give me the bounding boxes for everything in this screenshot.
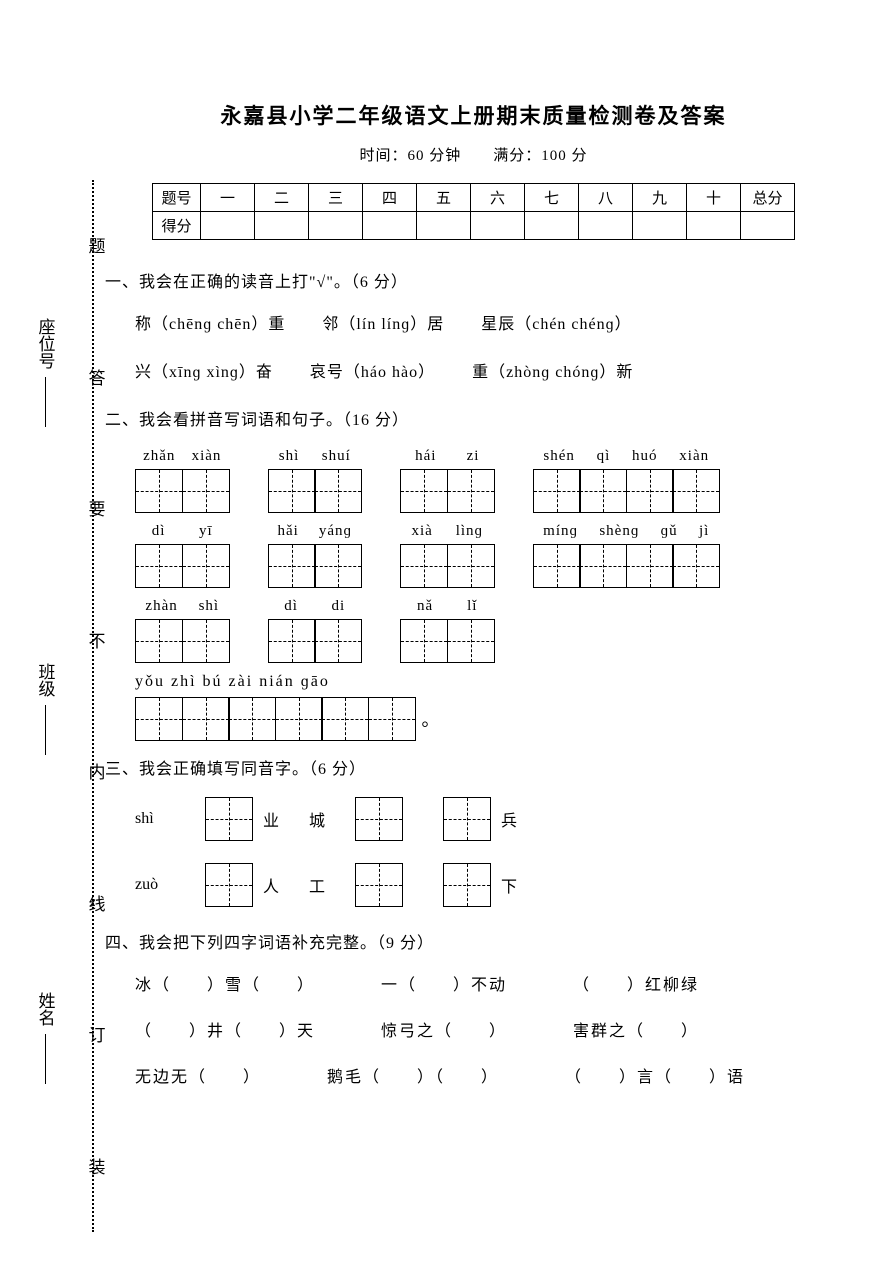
word-group: zhànshì [135, 598, 230, 663]
word-group: shénqìhuóxiàn [533, 448, 721, 513]
seat-label: 座位号 [33, 318, 58, 369]
word-group: dìyī [135, 523, 230, 588]
sentence-pinyin: yǒu zhì bú zài nián ɡāo [135, 673, 842, 691]
writing-cell [268, 619, 316, 663]
exam-subtitle: 时间：60 分钟 满分：100 分 [105, 144, 842, 165]
word-group: hǎiyánɡ [268, 523, 363, 588]
student-info-sidebar: 座位号 班级 姓名 [20, 200, 70, 1202]
name-label: 姓名 [33, 992, 58, 1026]
writing-cell [579, 544, 627, 588]
word-group: mínɡshènɡɡǔjì [533, 523, 721, 588]
word-group: zhǎnxiàn [135, 448, 230, 513]
section4-line: （ ）井（ ）天 惊弓之（ ） 害群之（ ） [135, 1017, 842, 1041]
word-group: háizi [400, 448, 495, 513]
writing-cell [355, 797, 403, 841]
section4-line: 冰（ ）雪（ ） 一（ ）不动 （ ）红柳绿 [135, 971, 842, 995]
section2-heading: 二、我会看拼音写词语和句子。（16 分） [105, 406, 842, 430]
binding-labels: 题 答 要 不 内 线 订 装 [80, 180, 110, 1232]
section4-heading: 四、我会把下列四字词语补充完整。（9 分） [105, 929, 842, 953]
word-group: shìshuí [268, 448, 363, 513]
section2-content: zhǎnxiàn shìshuí háizi shénqìhuóxiàn dìyīhǎi… [135, 448, 842, 741]
section3-heading: 三、我会正确填写同音字。（6 分） [105, 755, 842, 779]
writing-cell [182, 697, 230, 741]
word-group: xiàlìnɡ [400, 523, 495, 588]
writing-cell [321, 697, 369, 741]
writing-cell [443, 863, 491, 907]
writing-cell [275, 697, 323, 741]
page-title: 永嘉县小学二年级语文上册期末质量检测卷及答案 [105, 100, 842, 130]
class-label: 班级 [33, 663, 58, 697]
writing-row: zhànshì dìdi nǎlǐ [135, 598, 842, 663]
writing-cell [314, 619, 362, 663]
score-table: 题号 一 二 三 四 五 六 七 八 九 十 总分 得分 [152, 183, 795, 240]
writing-cell [447, 469, 495, 513]
writing-cell [135, 544, 183, 588]
writing-cell [626, 544, 674, 588]
writing-cell [368, 697, 416, 741]
section1-heading: 一、我会在正确的读音上打"√"。（6 分） [105, 268, 842, 292]
writing-cell [447, 544, 495, 588]
writing-cell [314, 469, 362, 513]
writing-cell [135, 469, 183, 513]
homophone-line: shì业城兵 [135, 797, 842, 841]
writing-cell [400, 619, 448, 663]
writing-cell [268, 469, 316, 513]
writing-cell [205, 797, 253, 841]
word-group: nǎlǐ [400, 598, 495, 663]
sentence-row: 。 [135, 697, 842, 741]
writing-cell [355, 863, 403, 907]
writing-cell [228, 697, 276, 741]
word-group: dìdi [268, 598, 363, 663]
writing-cell [443, 797, 491, 841]
table-row: 得分 [153, 212, 795, 240]
writing-row: zhǎnxiàn shìshuí háizi shénqìhuóxiàn [135, 448, 842, 513]
writing-cell [672, 469, 720, 513]
writing-cell [182, 469, 230, 513]
writing-cell [533, 469, 581, 513]
table-row: 题号 一 二 三 四 五 六 七 八 九 十 总分 [153, 184, 795, 212]
writing-cell [135, 619, 183, 663]
section1-line: 兴（xīnɡ xìnɡ）奋 哀号（háo hào） 重（zhònɡ chónɡ）… [135, 358, 842, 382]
writing-cell [447, 619, 495, 663]
writing-cell [626, 469, 674, 513]
writing-cell [182, 619, 230, 663]
writing-cell [205, 863, 253, 907]
section4-line: 无边无（ ） 鹅毛（ ）（ ） （ ）言（ ）语 [135, 1063, 842, 1087]
writing-cell [400, 544, 448, 588]
writing-cell [268, 544, 316, 588]
homophone-line: zuò人工下 [135, 863, 842, 907]
writing-cell [400, 469, 448, 513]
writing-cell [314, 544, 362, 588]
section1-line: 称（chēnɡ chēn）重 邻（lín línɡ）居 星辰（chén chén… [135, 310, 842, 334]
writing-cell [579, 469, 627, 513]
writing-row: dìyī hǎiyánɡ xiàlìnɡ mínɡshènɡɡǔjì [135, 523, 842, 588]
section3-content: shì业城兵 zuò人工下 [135, 797, 842, 907]
writing-cell [182, 544, 230, 588]
writing-cell [135, 697, 183, 741]
writing-cell [672, 544, 720, 588]
writing-cell [533, 544, 581, 588]
